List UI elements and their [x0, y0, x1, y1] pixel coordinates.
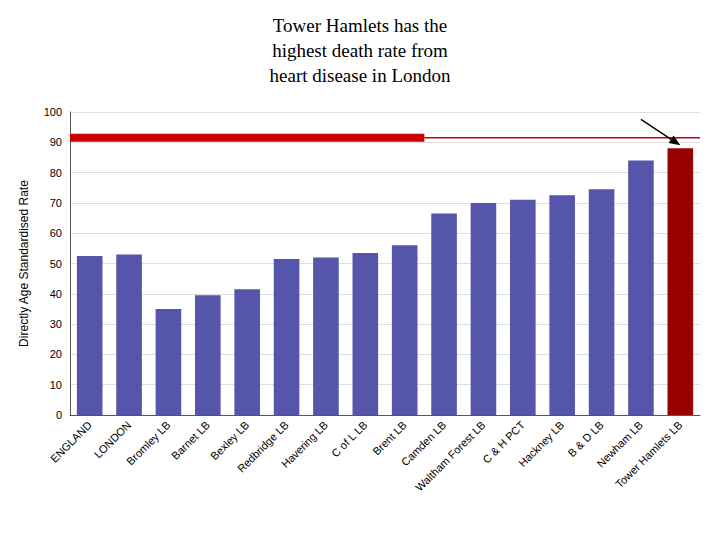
- svg-text:Waltham Forest LB: Waltham Forest LB: [413, 419, 488, 494]
- svg-text:highest death rate from: highest death rate from: [272, 40, 448, 61]
- svg-text:Tower Hamlets has the: Tower Hamlets has the: [273, 15, 447, 36]
- svg-text:Redbridge LB: Redbridge LB: [234, 418, 291, 475]
- svg-text:Newham LB: Newham LB: [594, 418, 646, 470]
- svg-text:80: 80: [50, 167, 62, 179]
- svg-text:10: 10: [50, 379, 62, 391]
- svg-text:Bexley LB: Bexley LB: [208, 418, 252, 463]
- svg-text:C & H PCT: C & H PCT: [480, 418, 528, 466]
- svg-text:Camden LB: Camden LB: [398, 418, 449, 469]
- svg-text:100: 100: [44, 106, 62, 118]
- svg-text:70: 70: [50, 197, 62, 209]
- svg-text:Bromley LB: Bromley LB: [124, 419, 173, 468]
- svg-text:LONDON: LONDON: [92, 419, 134, 461]
- svg-text:20: 20: [50, 348, 62, 360]
- svg-text:C of L LB: C of L LB: [329, 419, 370, 460]
- svg-text:heart disease in London: heart disease in London: [270, 65, 451, 86]
- svg-text:90: 90: [50, 136, 62, 148]
- svg-text:Hackney LB: Hackney LB: [516, 419, 566, 469]
- svg-text:Tower Hamlets LB: Tower Hamlets LB: [613, 419, 685, 491]
- svg-text:Brent LB: Brent LB: [370, 419, 409, 458]
- svg-text:60: 60: [50, 227, 62, 239]
- svg-text:B & D LB: B & D LB: [565, 419, 605, 459]
- svg-text:Havering LB: Havering LB: [279, 419, 330, 470]
- svg-text:30: 30: [50, 318, 62, 330]
- svg-text:ENGLAND: ENGLAND: [48, 419, 94, 465]
- svg-text:40: 40: [50, 288, 62, 300]
- svg-text:50: 50: [50, 258, 62, 270]
- svg-text:0: 0: [56, 409, 62, 421]
- svg-text:Barnet LB: Barnet LB: [169, 419, 212, 462]
- svg-text:Directly Age Standardised Rate: Directly Age Standardised Rate: [17, 180, 31, 347]
